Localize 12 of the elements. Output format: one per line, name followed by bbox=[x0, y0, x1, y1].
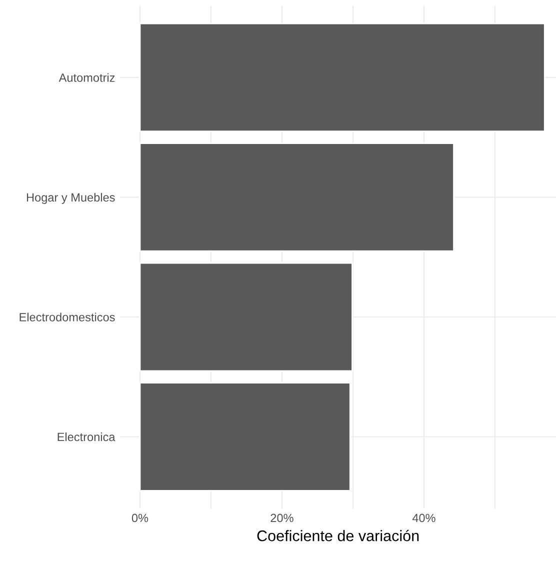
x-tick-label: 40% bbox=[412, 514, 436, 522]
x-axis-title: Coeficiente de variación bbox=[257, 530, 419, 542]
y-tick-label: Hogar y Muebles bbox=[26, 192, 115, 204]
bar bbox=[139, 22, 546, 132]
x-tick-label: 0% bbox=[132, 514, 148, 522]
bar bbox=[139, 142, 454, 252]
y-tick-label: Electrodomesticos bbox=[20, 312, 115, 322]
bar bbox=[139, 382, 351, 492]
x-tick-label: 20% bbox=[270, 514, 294, 522]
y-tick-label: Electronica bbox=[58, 432, 116, 442]
bar bbox=[139, 262, 353, 372]
y-tick-label: Automotriz bbox=[58, 73, 115, 82]
